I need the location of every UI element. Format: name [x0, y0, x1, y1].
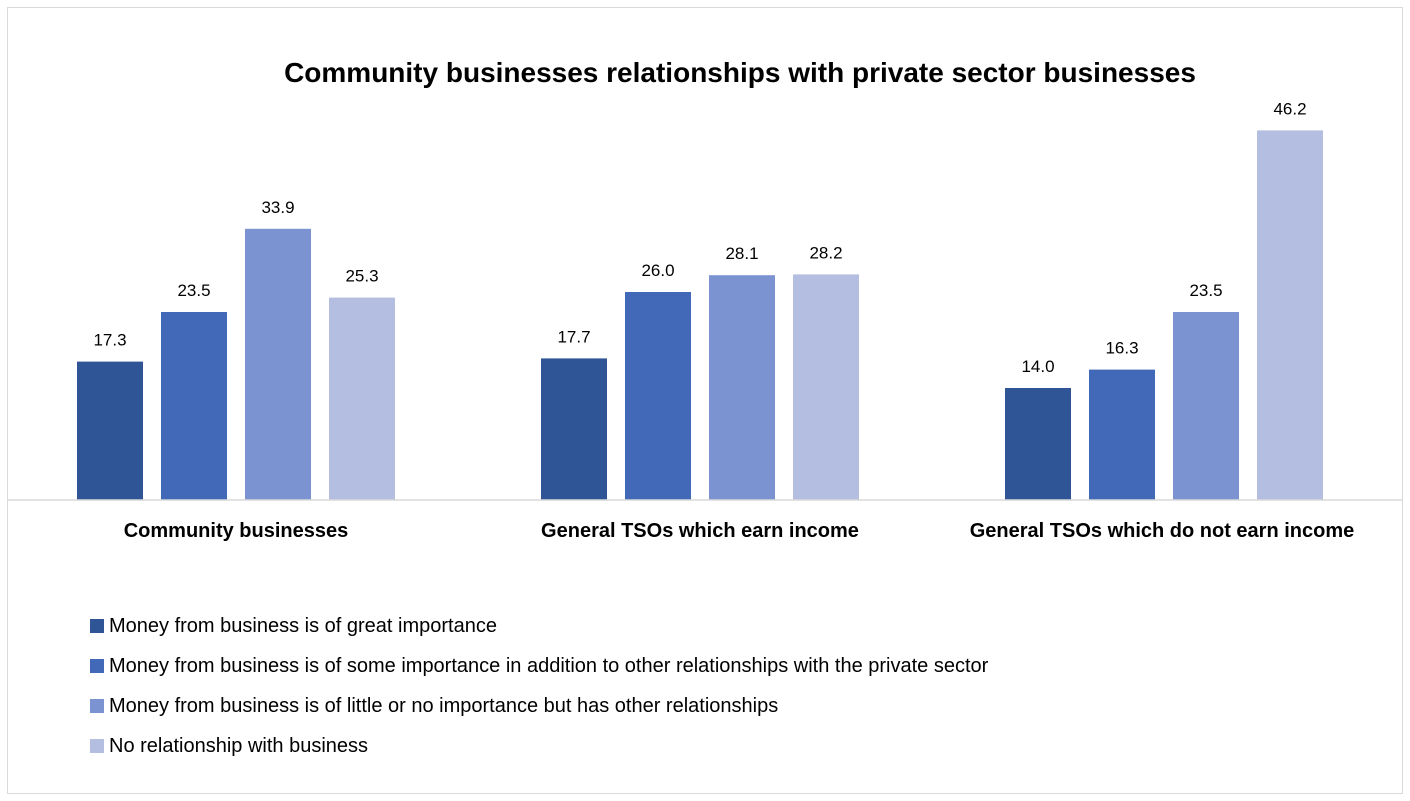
bar-series3-cat1 — [245, 228, 311, 501]
category-labels-group: Community businesses General TSOs which e… — [124, 520, 1355, 542]
data-label-series1-cat1: 17.3 — [93, 331, 126, 350]
data-label-series3-cat1: 33.9 — [261, 198, 294, 217]
legend-label-3: Money from business is of little or no i… — [109, 694, 779, 717]
data-label-series4-cat1: 25.3 — [345, 267, 378, 286]
bar-series4-cat3 — [1257, 130, 1323, 500]
data-label-series3-cat3: 23.5 — [1189, 281, 1222, 300]
legend-item-3: Money from business is of little or no i… — [90, 686, 988, 726]
legend-swatch-2 — [90, 659, 104, 673]
legend-label-4: No relationship with business — [109, 734, 369, 757]
bar-series3-cat2 — [709, 275, 775, 500]
legend-swatch-3 — [90, 699, 104, 713]
legend-item-2: Money from business is of some importanc… — [90, 646, 988, 686]
bar-series2-cat3 — [1089, 369, 1155, 500]
category-label-3: General TSOs which do not earn income — [970, 520, 1355, 542]
bar-series3-cat3 — [1173, 312, 1239, 500]
legend-item-1: Money from business is of great importan… — [90, 606, 988, 646]
bar-series1-cat2 — [541, 358, 607, 500]
data-label-series2-cat1: 23.5 — [177, 281, 210, 300]
data-label-series1-cat3: 14.0 — [1021, 357, 1054, 376]
category-label-1: Community businesses — [124, 520, 349, 542]
bars-group — [77, 130, 1323, 501]
legend-label-1: Money from business is of great importan… — [109, 614, 497, 637]
chart-frame — [7, 7, 1403, 794]
data-label-series2-cat2: 26.0 — [641, 261, 674, 280]
bar-series1-cat3 — [1005, 388, 1071, 500]
data-label-series4-cat2: 28.2 — [809, 243, 842, 262]
data-label-series3-cat2: 28.1 — [725, 244, 758, 263]
data-label-series4-cat3: 46.2 — [1273, 99, 1306, 118]
value-labels-group: 17.3 17.7 14.0 23.5 26.0 16.3 33.9 28.1 23.5 25.3… — [93, 99, 1306, 376]
legend: Money from business is of great importan… — [90, 606, 988, 766]
chart-title: Community businesses relationships with … — [284, 57, 1196, 88]
category-label-2: General TSOs which earn income — [541, 520, 859, 542]
bar-series2-cat2 — [625, 292, 691, 500]
bar-series4-cat1 — [329, 297, 395, 500]
bar-series2-cat1 — [161, 312, 227, 500]
data-label-series1-cat2: 17.7 — [557, 327, 590, 346]
legend-label-2: Money from business is of some importanc… — [109, 654, 989, 677]
legend-swatch-1 — [90, 619, 104, 633]
bar-series1-cat1 — [77, 361, 143, 500]
legend-item-4: No relationship with business — [90, 726, 988, 766]
legend-swatch-4 — [90, 739, 104, 753]
data-label-series2-cat3: 16.3 — [1105, 339, 1138, 358]
bar-series4-cat2 — [793, 274, 859, 500]
